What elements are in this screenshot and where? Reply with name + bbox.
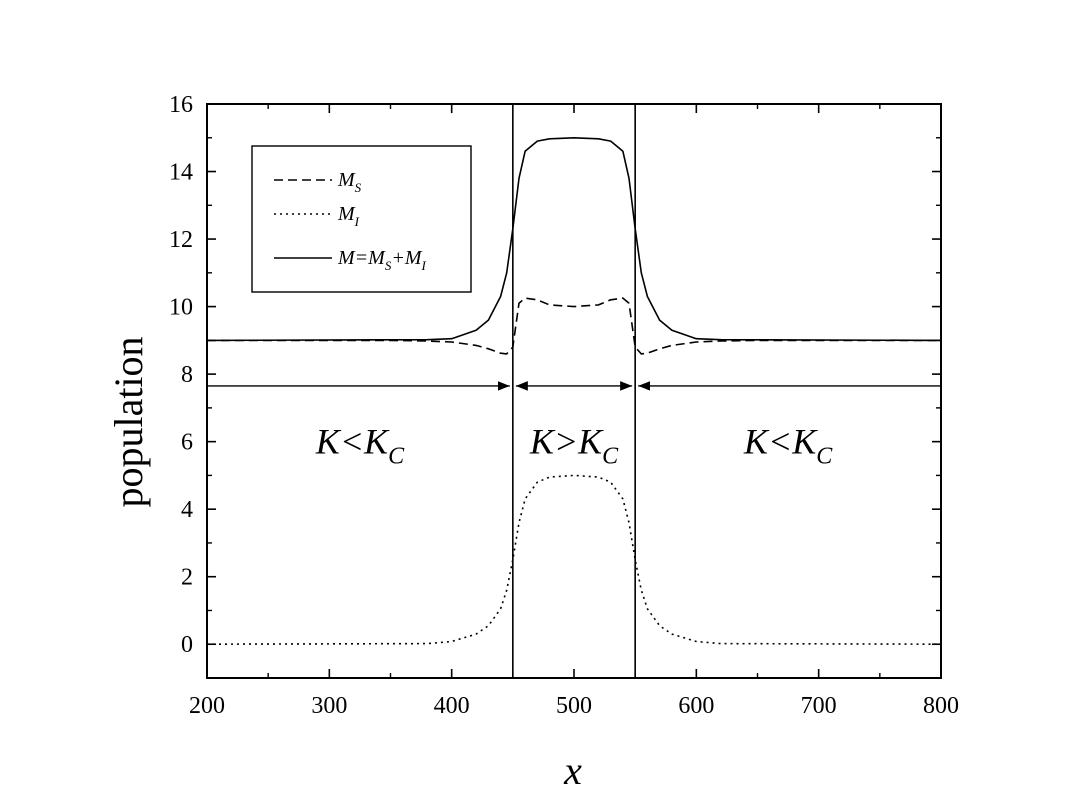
y-axis-title: population <box>106 336 151 507</box>
x-tick-label: 800 <box>923 693 959 719</box>
region-label-sub: C <box>816 444 833 470</box>
y-tick-label: 2 <box>181 565 193 591</box>
region-label-main: K<K <box>315 422 390 462</box>
region-label-main: K<K <box>743 422 818 462</box>
legend-label: MI <box>337 203 360 229</box>
region-label: K>KC <box>529 422 619 470</box>
legend-label: MS <box>337 169 362 195</box>
legend-label: M=MS+MI <box>337 247 426 273</box>
x-tick-label: 500 <box>556 693 592 719</box>
y-tick-label: 16 <box>169 92 193 118</box>
y-tick-label: 10 <box>169 295 193 321</box>
region-label: K<KC <box>315 422 405 470</box>
axes: 200 300 400 500 600 700 800 0 2 4 6 8 10 12 14 16 <box>169 92 959 719</box>
series-line-dashed <box>207 297 941 355</box>
region-label-main: K>K <box>529 422 604 462</box>
series-line-dotted <box>206 474 942 645</box>
x-tick-label: 200 <box>189 693 225 719</box>
legend-label-main: M <box>337 169 356 191</box>
y-tick-label: 6 <box>181 430 193 456</box>
x-axis-title: x <box>563 748 582 793</box>
legend-box <box>251 145 472 293</box>
legend-label-sub: I <box>354 214 360 229</box>
x-tick-label: 700 <box>801 693 837 719</box>
legend-label-part-sub: I <box>420 258 426 273</box>
y-tick-label: 0 <box>181 632 193 658</box>
legend-label-main: M <box>337 203 356 225</box>
legend-label-part-sub: S <box>385 258 392 273</box>
region-label: K<KC <box>743 422 833 470</box>
x-tick-label: 300 <box>311 693 347 719</box>
region-label-sub: C <box>602 444 619 470</box>
legend-label-part: +M <box>391 247 422 269</box>
legend-label-part: =M <box>355 247 386 269</box>
y-tick-label: 12 <box>169 227 193 253</box>
series-line-solid <box>206 137 942 342</box>
x-tick-label: 600 <box>678 693 714 719</box>
plot-content: K<KC K>KC K<KC <box>206 104 942 678</box>
legend-label-sub: S <box>355 180 362 195</box>
y-tick-label: 8 <box>181 362 193 388</box>
legend-label-main: M <box>337 247 356 269</box>
y-tick-label: 4 <box>181 497 193 523</box>
y-tick-label: 14 <box>169 160 193 186</box>
region-label-sub: C <box>388 444 405 470</box>
x-tick-label: 400 <box>434 693 470 719</box>
